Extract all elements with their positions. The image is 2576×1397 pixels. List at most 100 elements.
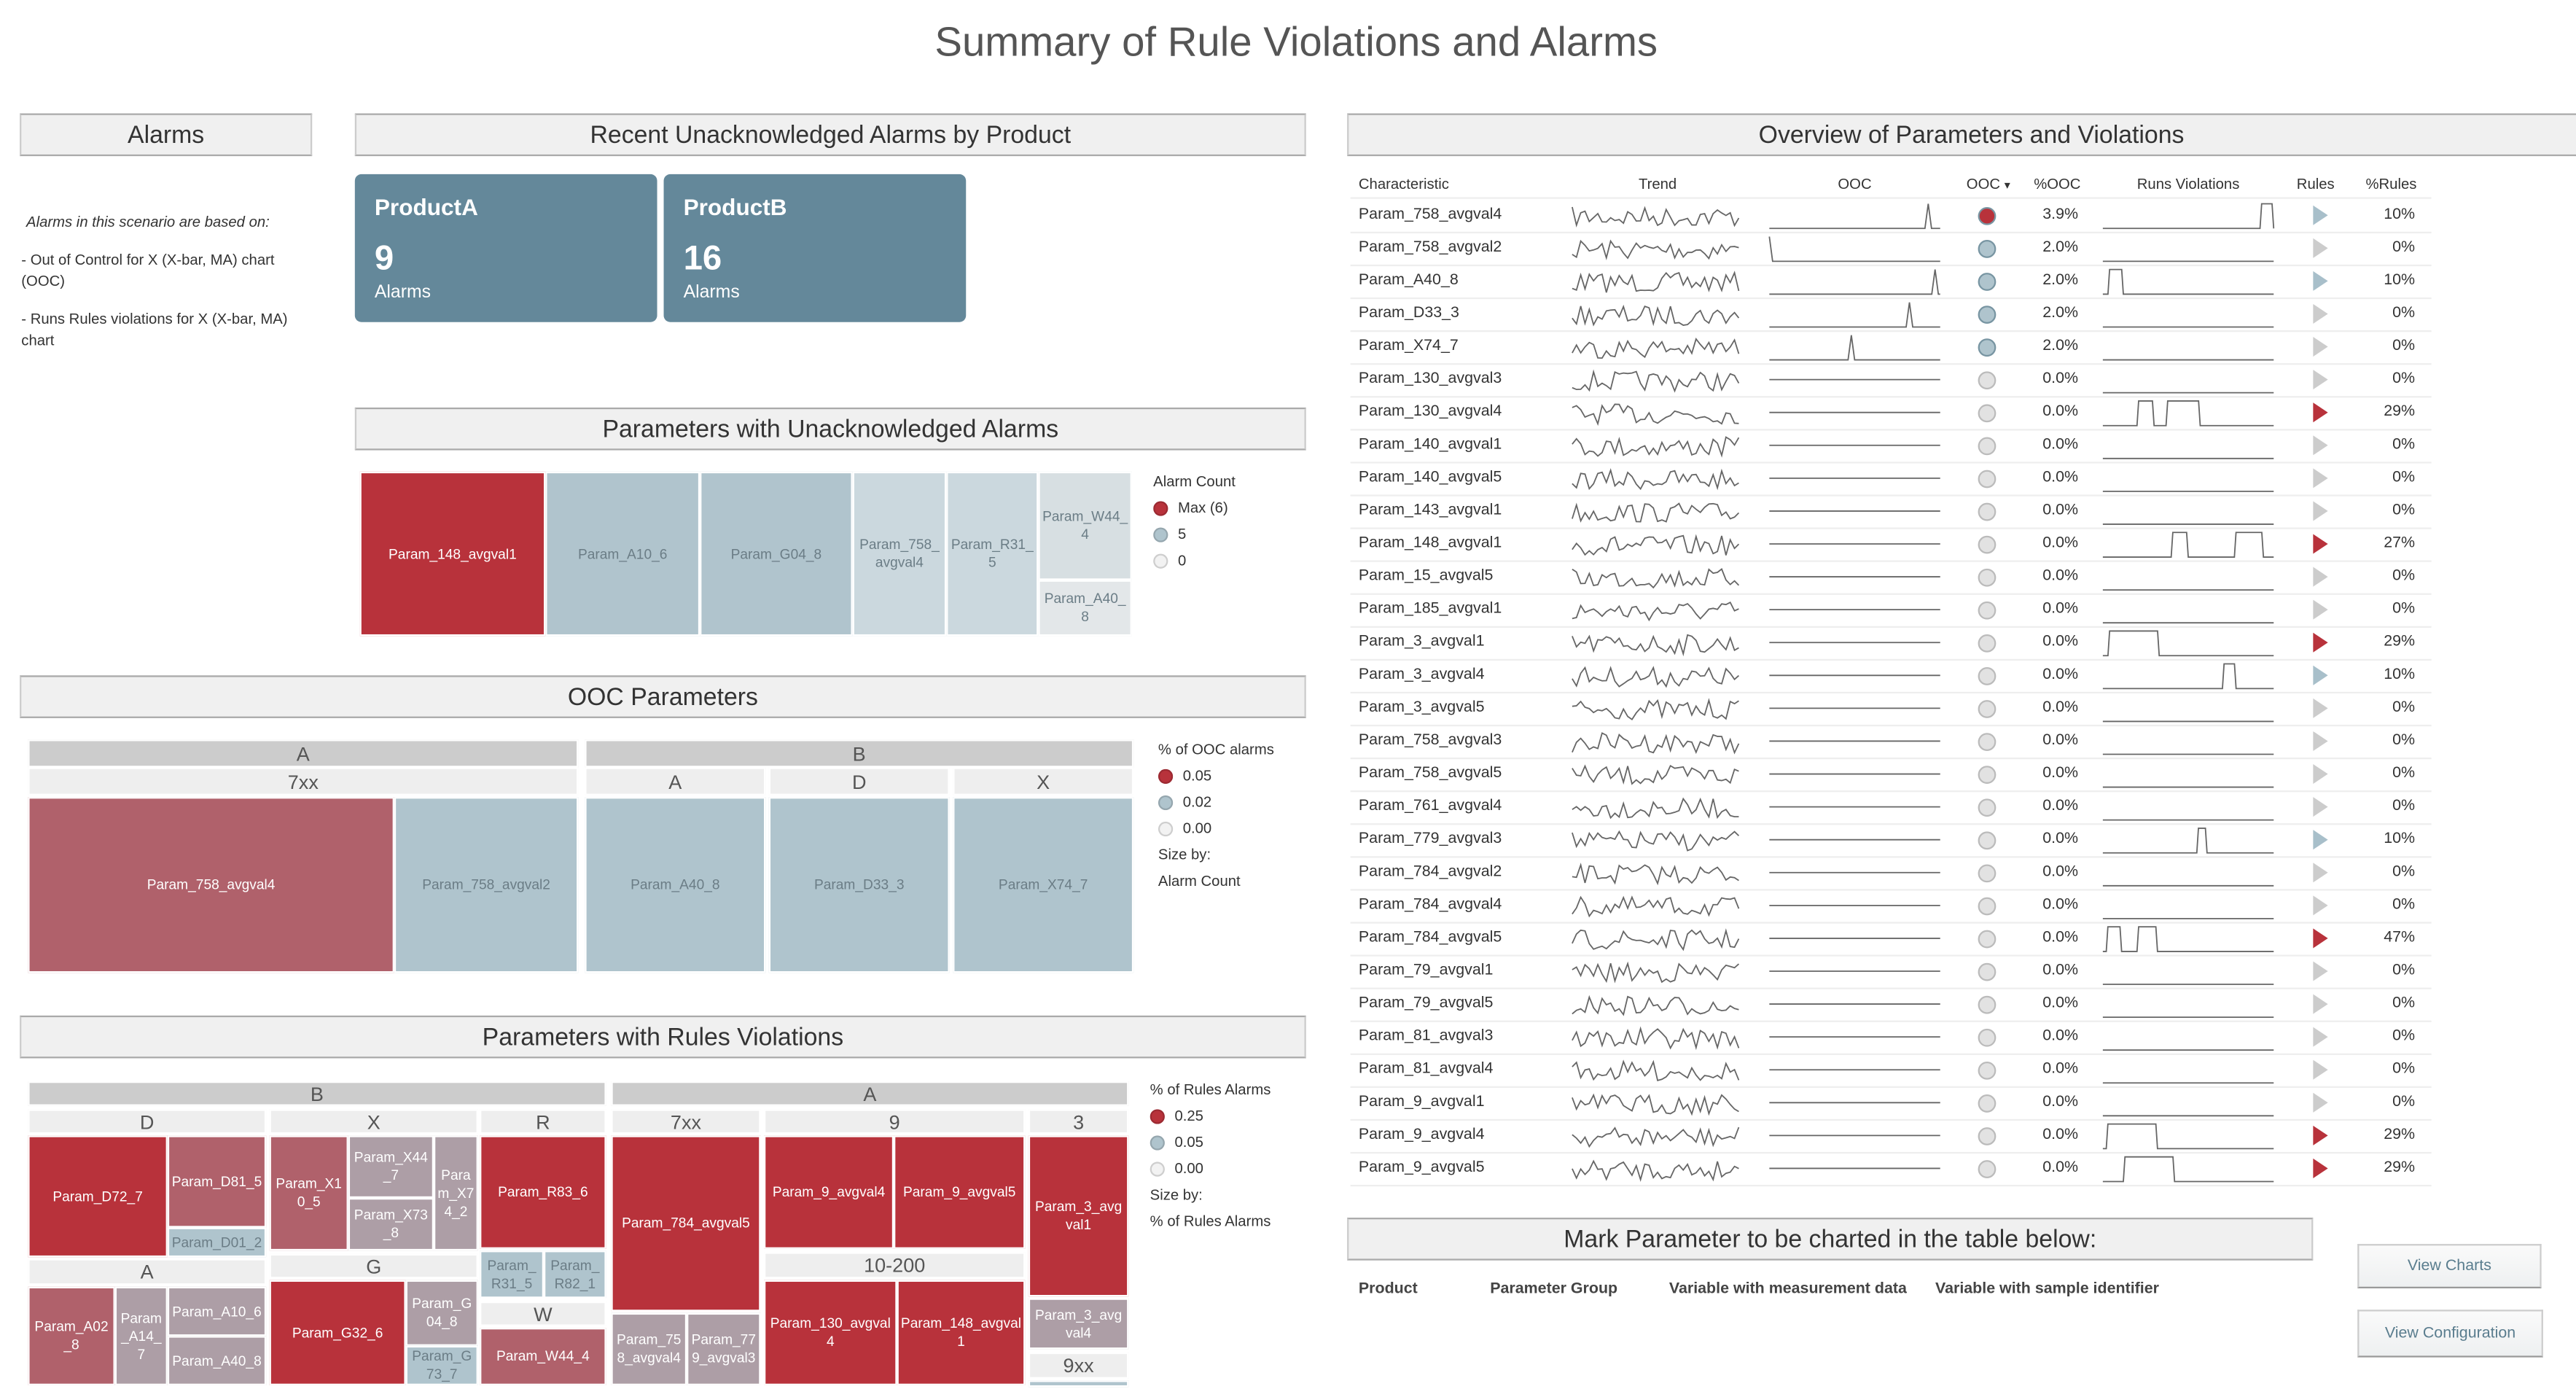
col-runs-violations[interactable]: Runs Violations [2136,176,2240,192]
treemap-tile[interactable] [1028,1380,1129,1388]
table-row[interactable]: Param_784_avgval4 0.0% 0% [1350,889,2432,924]
treemap-tile[interactable]: Param_X74_2 [434,1135,478,1251]
treemap-tile[interactable]: Param_X73_8 [348,1198,434,1251]
treemap-tile[interactable]: Param_W44_4 [1038,471,1132,580]
treemap-group-header[interactable]: X [953,767,1134,795]
table-row[interactable]: Param_140_avgval1 0.0% 0% [1350,429,2432,464]
table-row[interactable]: Param_15_avgval5 0.0% 0% [1350,561,2432,595]
table-row[interactable]: Param_185_avgval1 0.0% 0% [1350,594,2432,628]
table-row[interactable]: Param_3_avgval5 0.0% 0% [1350,692,2432,727]
treemap-group-header[interactable]: D [28,1109,267,1135]
treemap-tile[interactable]: Param_A14_7 [114,1286,168,1385]
treemap-group-header[interactable]: A [585,767,766,795]
table-row[interactable]: Param_81_avgval3 0.0% 0% [1350,1021,2432,1055]
treemap-group-header[interactable]: 7xx [28,767,579,795]
table-row[interactable]: Param_9_avgval5 0.0% 29% [1350,1152,2432,1187]
table-row[interactable]: Param_X74_7 2.0% 0% [1350,330,2432,365]
treemap-tile[interactable]: Param_758_avgval4 [28,797,394,973]
treemap-group-header[interactable]: X [269,1109,478,1135]
treemap-group-header[interactable]: A [28,739,579,768]
treemap-tile[interactable]: Param_R83_6 [480,1135,606,1249]
col-pct-ooc[interactable]: %OOC [2034,176,2081,192]
treemap-tile[interactable]: Param_D72_7 [28,1135,168,1258]
treemap-tile[interactable]: Param_D81_5 [167,1135,267,1228]
table-row[interactable]: Param_D33_3 2.0% 0% [1350,297,2432,332]
table-row[interactable]: Param_140_avgval5 0.0% 0% [1350,462,2432,497]
table-row[interactable]: Param_81_avgval4 0.0% 0% [1350,1054,2432,1089]
col-rules[interactable]: Rules [2296,176,2335,192]
treemap-group-header[interactable]: 3 [1028,1109,1129,1135]
table-row[interactable]: Param_130_avgval3 0.0% 0% [1350,363,2432,398]
treemap-tile[interactable]: Param_758_avgval2 [394,797,579,973]
table-row[interactable]: Param_148_avgval1 0.0% 27% [1350,527,2432,562]
treemap-tile[interactable]: Param_R31_5 [480,1250,545,1299]
treemap-tile[interactable]: Param_X10_5 [269,1135,348,1251]
treemap-tile[interactable]: Param_A40_8 [585,797,766,973]
col-sample-id-var[interactable]: Variable with sample identifier [1935,1280,2159,1299]
col-pct-rules[interactable]: %Rules [2365,176,2417,192]
treemap-tile[interactable]: Param_784_avgval5 [611,1135,761,1312]
table-row[interactable]: Param_758_avgval3 0.0% 0% [1350,725,2432,760]
treemap-tile[interactable]: Param_779_avgval3 [687,1312,761,1385]
treemap-tile[interactable]: Param_9_avgval5 [894,1135,1026,1249]
table-row[interactable]: Param_784_avgval5 0.0% 47% [1350,922,2432,957]
product-card-b[interactable]: ProductB 16 Alarms [663,174,967,322]
treemap-tile[interactable]: Param_D01_2 [167,1227,267,1258]
view-configuration-button[interactable]: View Configuration [2357,1310,2543,1358]
treemap-group-header[interactable]: 9 [764,1109,1026,1135]
treemap-tile[interactable]: Param_G04_8 [700,471,853,637]
table-row[interactable]: Param_761_avgval4 0.0% 0% [1350,790,2432,825]
table-row[interactable]: Param_A40_8 2.0% 10% [1350,265,2432,300]
treemap-tile[interactable]: Param_9_avgval4 [764,1135,894,1249]
treemap-group-header[interactable]: W [480,1301,606,1326]
treemap-tile[interactable]: Param_A40_8 [167,1336,267,1385]
treemap-tile[interactable]: Param_G04_8 [405,1280,478,1346]
treemap-group-header[interactable]: B [585,739,1134,768]
treemap-tile[interactable]: Param_758_avgval4 [852,471,947,637]
treemap-tile[interactable]: Param_W44_4 [480,1328,606,1385]
treemap-tile[interactable]: Param_A02_8 [28,1286,115,1385]
treemap-group-header[interactable]: 10-200 [764,1252,1026,1279]
treemap-tile[interactable]: Param_R82_1 [544,1250,606,1299]
table-row[interactable]: Param_143_avgval1 0.0% 0% [1350,494,2432,529]
treemap-tile[interactable]: Param_130_avgval4 [764,1280,897,1385]
treemap-group-header[interactable]: R [480,1109,606,1135]
treemap-group-header[interactable]: 9xx [1028,1352,1129,1379]
product-card-a[interactable]: ProductA 9 Alarms [354,174,657,322]
treemap-tile[interactable]: Param_X44_7 [348,1135,434,1199]
col-product[interactable]: Product [1358,1280,1418,1299]
table-row[interactable]: Param_79_avgval5 0.0% 0% [1350,988,2432,1022]
treemap-tile[interactable]: Param_3_avgval1 [1028,1135,1129,1297]
col-ooc-chart[interactable]: OOC [1838,176,1872,192]
treemap-tile[interactable]: Param_A10_6 [545,471,700,637]
table-row[interactable]: Param_9_avgval4 0.0% 29% [1350,1119,2432,1154]
treemap-tile[interactable]: Param_148_avgval1 [897,1280,1026,1385]
col-characteristic[interactable]: Characteristic [1358,176,1449,192]
treemap-tile[interactable]: Param_148_avgval1 [359,471,546,637]
table-row[interactable]: Param_758_avgval5 0.0% 0% [1350,758,2432,793]
treemap-tile[interactable]: Param_R31_5 [946,471,1039,637]
treemap-tile[interactable]: Param_G73_7 [405,1345,478,1385]
table-row[interactable]: Param_3_avgval1 0.0% 29% [1350,626,2432,661]
col-measurement-var[interactable]: Variable with measurement data [1668,1280,1907,1299]
treemap-group-header[interactable]: 7xx [611,1109,761,1135]
treemap-group-header[interactable]: D [768,767,950,795]
treemap-tile[interactable]: Param_758_avgval4 [611,1312,687,1385]
table-row[interactable]: Param_130_avgval4 0.0% 29% [1350,396,2432,431]
view-charts-button[interactable]: View Charts [2357,1244,2542,1288]
table-row[interactable]: Param_3_avgval4 0.0% 10% [1350,659,2432,694]
table-row[interactable]: Param_779_avgval3 0.0% 10% [1350,823,2432,858]
treemap-group-header[interactable]: A [611,1081,1129,1106]
col-ooc-status[interactable]: OOC ▾ [1967,176,2010,192]
table-row[interactable]: Param_758_avgval4 3.9% 10% [1350,199,2432,234]
treemap-tile[interactable]: Param_3_avgval4 [1028,1298,1129,1350]
table-row[interactable]: Param_9_avgval1 0.0% 0% [1350,1086,2432,1121]
table-row[interactable]: Param_784_avgval2 0.0% 0% [1350,856,2432,891]
treemap-tile[interactable]: Param_D33_3 [768,797,950,973]
treemap-tile[interactable]: Param_A10_6 [167,1286,267,1336]
treemap-tile[interactable]: Param_A40_8 [1038,580,1132,637]
table-row[interactable]: Param_758_avgval2 2.0% 0% [1350,232,2432,267]
treemap-tile[interactable]: Param_X74_7 [953,797,1134,973]
treemap-group-header[interactable]: B [28,1081,606,1106]
treemap-tile[interactable]: Param_G32_6 [269,1280,406,1385]
